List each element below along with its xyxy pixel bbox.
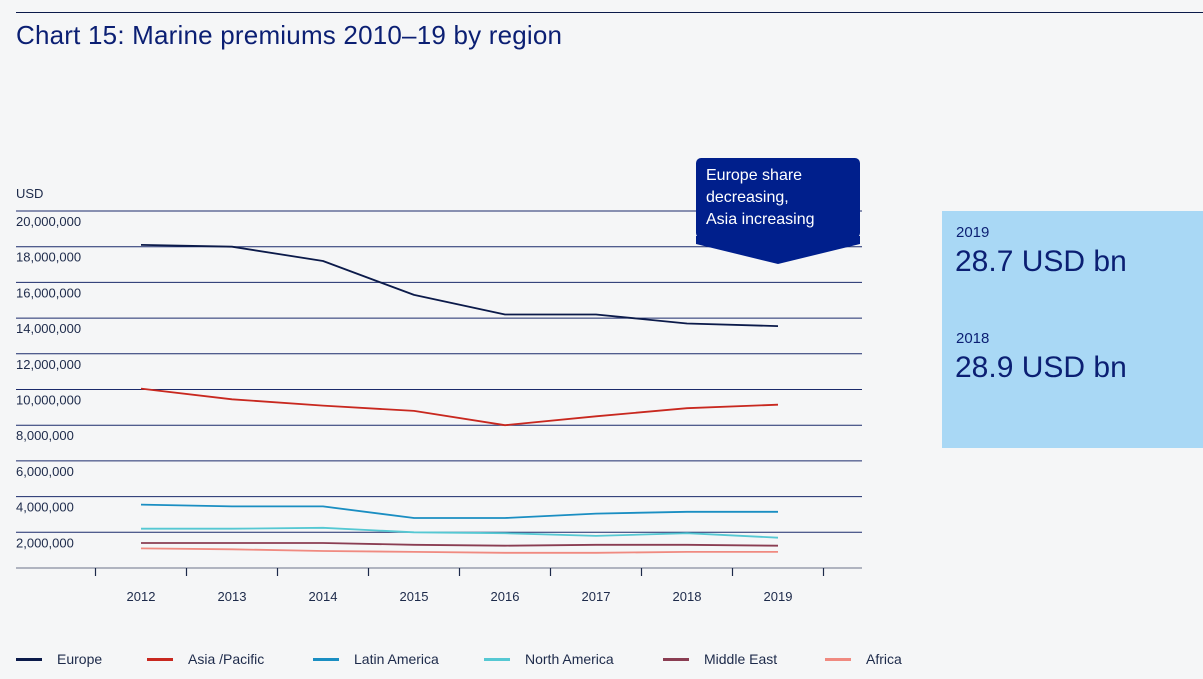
stat-value-2019: 28.7 USD bn: [955, 245, 1127, 278]
top-rule: [16, 12, 1203, 13]
series-lines: [140, 244, 779, 554]
legend-item-middle-east: Middle East: [663, 651, 777, 667]
callout-line: decreasing,: [706, 189, 789, 206]
series-line-europe: [140, 244, 779, 327]
y-tick-label: 4,000,000: [16, 500, 74, 515]
legend-label: North America: [525, 651, 614, 667]
legend-swatch: [313, 657, 339, 661]
x-tick-label: 2012: [127, 589, 156, 604]
x-tick-label: 2015: [400, 589, 429, 604]
y-tick-label: 18,000,000: [16, 250, 81, 265]
legend-swatch: [484, 657, 510, 661]
legend-item-latin-america: Latin America: [313, 651, 439, 667]
legend-label: Africa: [866, 651, 902, 667]
legend-item-africa: Africa: [825, 651, 902, 667]
x-tick-label: 2016: [491, 589, 520, 604]
callout-line: Asia increasing: [706, 211, 815, 228]
y-tick-label: 6,000,000: [16, 464, 74, 479]
legend-label: Europe: [57, 651, 103, 667]
y-tick-label: 14,000,000: [16, 321, 81, 336]
series-line-latin-america: [140, 503, 778, 519]
legend-item-north-america: North America: [484, 651, 614, 667]
legend-label: Middle East: [704, 651, 778, 667]
legend-label: Asia /Pacific: [188, 651, 265, 667]
legend-item-europe: Europe: [16, 651, 102, 667]
x-tick-label: 2013: [218, 589, 247, 604]
x-tick-label: 2017: [582, 589, 611, 604]
series-line-asia-pacific: [140, 387, 779, 427]
axes: 2,000,000 4,000,000 6,000,000 8,000,000 10,0…: [16, 214, 862, 604]
callout-pointer: [696, 236, 860, 264]
y-tick-label: 16,000,000: [16, 285, 81, 300]
x-tick-label: 2019: [764, 589, 793, 604]
series-line-middle-east: [141, 542, 779, 547]
x-tick-label: 2018: [673, 589, 702, 604]
series-line-africa: [140, 547, 778, 554]
legend-item-asia-pacific: Asia /Pacific: [147, 651, 264, 667]
chart-legend: Europe Asia /Pacific Latin America North…: [16, 651, 1016, 671]
legend-swatch: [663, 657, 689, 661]
annotation-callout: Europe share decreasing, Asia increasing: [696, 158, 860, 238]
legend-swatch: [16, 657, 42, 661]
legend-swatch: [825, 657, 851, 661]
stat-value-2018: 28.9 USD bn: [955, 351, 1127, 384]
stat-year-2019: 2019: [956, 224, 990, 241]
y-tick-label: 10,000,000: [16, 393, 81, 408]
legend-label: Latin America: [354, 651, 439, 667]
y-tick-label: 20,000,000: [16, 214, 81, 229]
x-tick-label: 2014: [309, 589, 338, 604]
stat-year-2018: 2018: [956, 330, 990, 347]
legend-swatch: [147, 657, 173, 661]
callout-pointer-shape: [696, 236, 860, 264]
callout-line: Europe share: [706, 167, 803, 184]
y-tick-label: 12,000,000: [16, 357, 81, 372]
y-tick-label: 2,000,000: [16, 535, 74, 550]
chart-title: Chart 15: Marine premiums 2010–19 by reg…: [16, 20, 563, 50]
series-line-north-america: [141, 526, 779, 539]
y-axis-label: USD: [16, 186, 43, 201]
y-tick-label: 8,000,000: [16, 428, 74, 443]
stats-panel: 2019 28.7 USD bn 2018 28.9 USD bn: [942, 211, 1203, 448]
